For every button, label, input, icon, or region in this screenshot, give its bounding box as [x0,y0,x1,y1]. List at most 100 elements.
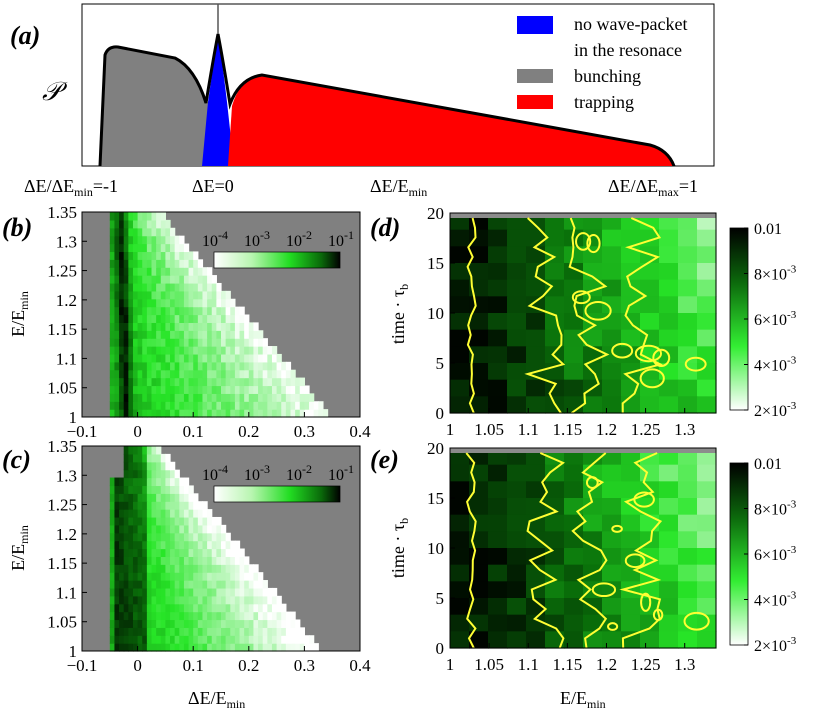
heatmap-cell [123,330,129,339]
heatmap-cell [258,627,264,636]
heatmap-cell [225,587,231,597]
heatmap-cell [450,564,470,582]
heatmap-cell [142,635,148,644]
heatmap-cell [202,501,208,510]
heatmap-cell [123,564,129,573]
heatmap-cell [114,540,120,550]
heatmap-cell [165,540,171,550]
heatmap-cell [179,619,185,628]
heatmap-cell [262,346,268,355]
heatmap-cell [128,603,134,613]
heatmap-cell [602,514,622,532]
heatmap-cell [221,587,227,597]
heatmap-cell [179,643,185,652]
heatmap-cell [160,251,166,260]
heatmap-cell [225,369,231,379]
heatmap-cell [151,580,157,589]
heatmap-cell [488,614,508,632]
heatmap-cell [211,627,217,636]
heatmap-cell [165,243,171,253]
heatmap-cell [193,346,199,355]
heatmap-cell [128,353,134,363]
heatmap-cell [146,275,153,284]
heatmap-cell [146,393,153,402]
heatmap-cell [165,409,171,418]
heatmap-cell [659,263,679,281]
heatmap-cell [276,409,282,418]
heatmap-cell [160,409,166,418]
heatmap-cell [151,306,157,316]
heatmap-cell [132,595,139,605]
heatmap-cell [221,595,227,605]
heatmap-cell [221,338,227,347]
heatmap-cell [230,306,236,316]
heatmap-cell [285,385,292,394]
heatmap-cell [450,581,470,599]
heatmap-cell [160,603,166,613]
heatmap-cell [160,227,166,237]
y-tick-label: 20 [427,204,444,223]
heatmap-cell [295,619,301,628]
heatmap-cell [109,219,116,229]
heatmap-cell [193,580,199,589]
heatmap-cell [156,377,162,387]
heatmap-cell [142,532,148,542]
heatmap-cell [469,396,489,414]
heatmap-cell [309,401,315,410]
heatmap-cell [156,587,162,597]
heatmap-cell [507,631,527,649]
heatmap-cell [216,611,222,621]
heatmap-cell [114,290,120,300]
heatmap-cell [244,401,250,410]
heatmap-cell [146,635,153,644]
heatmap-cell [114,548,120,557]
heatmap-cell [248,619,255,628]
heatmap-cell [197,298,204,308]
heatmap-cell [128,540,134,550]
heatmap-cell [602,581,622,599]
heatmap-cell [170,298,176,308]
heatmap-cell [132,453,139,463]
colorbar-tick-label: 10-3 [244,462,270,484]
legend-label-no-wave-packet-2: in the resonace [574,40,682,60]
heatmap-cell [156,643,162,652]
heatmap-cell [234,540,241,550]
heatmap-cell [142,243,148,253]
heatmap-cell [160,369,166,379]
heatmap-cell [253,627,259,636]
heatmap-cell [179,306,185,316]
heatmap-cell [137,587,143,597]
heatmap-cell [193,393,199,402]
heatmap-cell [183,540,190,550]
heatmap-cell [621,481,641,499]
heatmap-cell [174,401,180,410]
heatmap-cell [267,393,273,402]
heatmap-cell [193,572,199,581]
heatmap-cell [123,619,129,628]
heatmap-cell [170,572,176,581]
heatmap-cell [197,290,204,300]
heatmap-cell [678,614,698,632]
heatmap-cell [156,267,162,276]
heatmap-cell [207,635,213,644]
heatmap-cell [114,322,120,331]
heatmap-cell [244,619,250,628]
heatmap-cell [640,363,660,381]
heatmap-cell [179,290,185,300]
heatmap-cell [202,572,208,581]
heatmap-cell [179,524,185,534]
heatmap-cell [170,540,176,550]
heatmap-cell [526,631,546,649]
heatmap-cell [207,290,213,300]
heatmap-cell [230,369,236,379]
heatmap-cell [128,259,134,268]
heatmap-cell [276,369,282,379]
heatmap-cell [123,377,129,387]
heatmap-cell [119,493,125,502]
heatmap-cell [109,401,116,410]
heatmap-cell [225,611,231,621]
heatmap-cell [230,564,236,573]
heatmap-cell [109,524,116,534]
heatmap-cell [142,290,148,300]
heatmap-cell [114,330,120,339]
